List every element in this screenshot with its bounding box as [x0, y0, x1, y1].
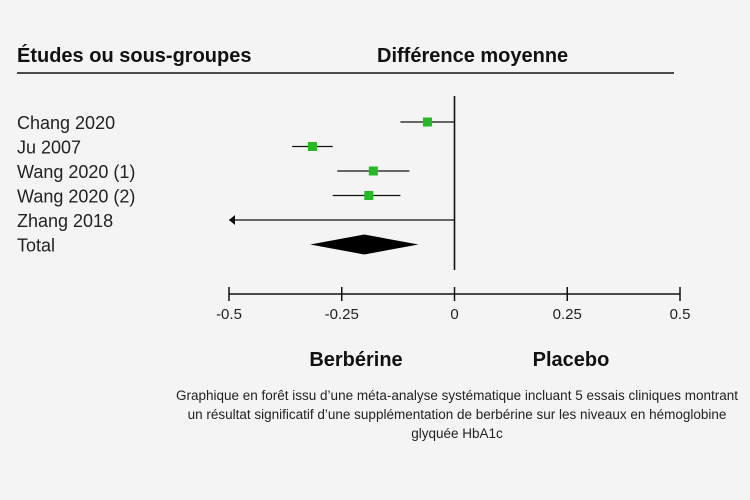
point-estimate — [422, 117, 432, 127]
figure-caption: Graphique en forêt issu d’une méta-analy… — [175, 388, 739, 441]
point-estimate — [364, 191, 374, 200]
point-estimate — [307, 142, 317, 151]
tick-label: 0 — [450, 306, 458, 323]
ci-arrow — [229, 215, 235, 225]
forest-plot: Études ou sous-groupes Différence moyenn… — [17, 44, 690, 371]
study-label: Wang 2020 (2) — [17, 187, 135, 207]
study-column-header: Études ou sous-groupes — [17, 44, 251, 67]
study-label: Wang 2020 (1) — [17, 162, 135, 182]
effect-column-header: Différence moyenne — [377, 45, 568, 67]
study-rows: Chang 2020 Ju 2007 Wang 2020 (1) Wang 2020 … — [17, 96, 456, 270]
total-diamond — [310, 234, 419, 255]
tick-label: -0.5 — [216, 306, 242, 323]
tick-label: 0.25 — [553, 306, 582, 323]
favors-left-label: Berbérine — [309, 349, 402, 371]
study-label: Chang 2020 — [17, 113, 115, 133]
study-label: Zhang 2018 — [17, 211, 113, 231]
favors-right-label: Placebo — [533, 349, 610, 371]
total-label: Total — [17, 236, 55, 256]
tick-label: 0.5 — [670, 306, 691, 323]
tick-label: -0.25 — [325, 306, 359, 323]
point-estimate — [368, 166, 378, 176]
x-axis: -0.5 -0.25 0 0.25 0.5 — [216, 287, 690, 323]
study-label: Ju 2007 — [17, 138, 81, 158]
